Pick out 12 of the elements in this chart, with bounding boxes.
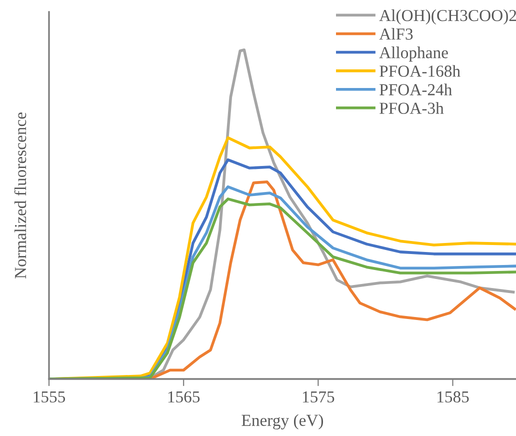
legend-label: Al(OH)(CH3COO)2 bbox=[379, 9, 516, 25]
legend-label: Allophane bbox=[379, 46, 448, 62]
x-axis-title: Energy (eV) bbox=[242, 414, 324, 430]
y-axis-title: Normalized fluorescence bbox=[14, 112, 26, 279]
legend-label: PFOA-168h bbox=[380, 65, 460, 77]
x-tick-label: 1575 bbox=[302, 391, 334, 403]
legend-label: PFOA-3h bbox=[380, 102, 444, 114]
x-tick-label: 1565 bbox=[168, 391, 200, 403]
legend-label: PFOA-24h bbox=[380, 84, 452, 96]
x-tick-label: 1585 bbox=[438, 391, 469, 403]
x-tick-label: 1555 bbox=[34, 391, 66, 403]
legend-label: AlF3 bbox=[379, 28, 413, 40]
